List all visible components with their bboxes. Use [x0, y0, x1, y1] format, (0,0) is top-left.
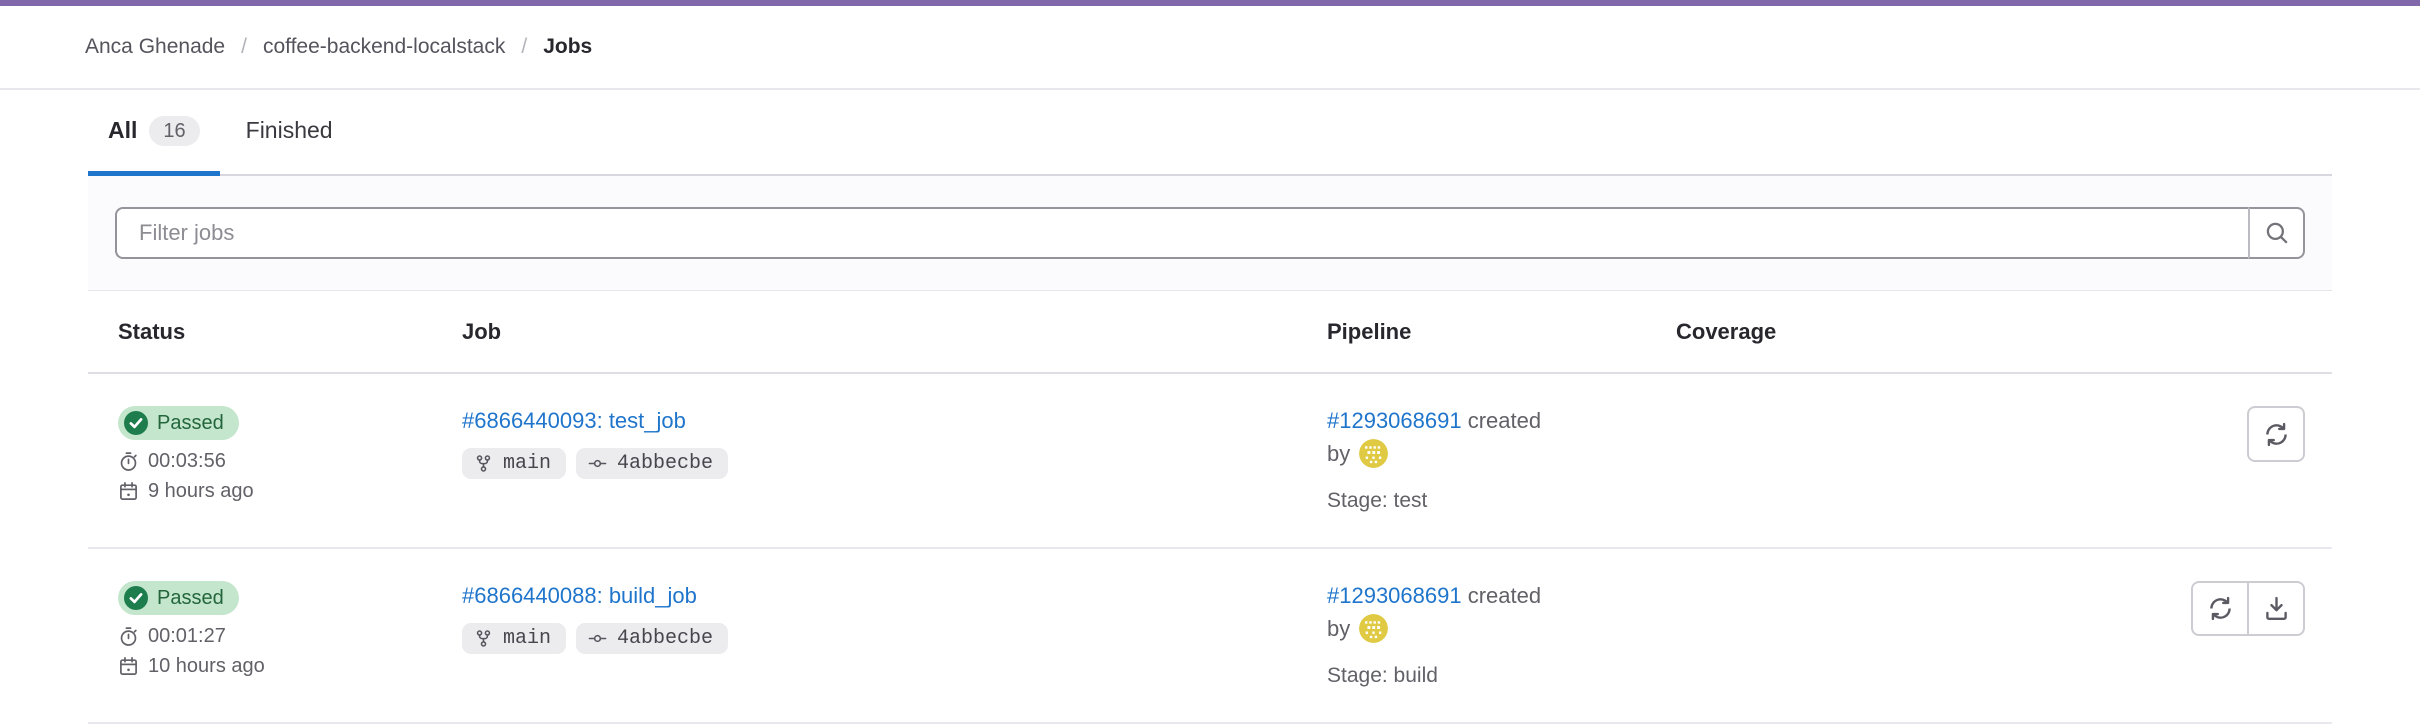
top-accent-bar [0, 0, 2420, 6]
timer-icon [120, 452, 137, 471]
commit-icon [588, 459, 607, 468]
commit-icon [588, 634, 607, 643]
tab-finished[interactable]: Finished [220, 90, 359, 176]
pipeline-stage: Stage: build [1327, 664, 1438, 687]
job-age: 9 hours ago [118, 480, 432, 503]
commit-sha: 4abbecbe [617, 452, 714, 475]
download-artifacts-button[interactable] [2248, 581, 2305, 636]
avatar[interactable] [1359, 614, 1389, 643]
jobs-table: Status Job Pipeline Coverage Passed [88, 291, 2332, 724]
timer-icon [120, 627, 137, 646]
retry-icon [2265, 422, 2287, 446]
pipeline-cell: #1293068691 created by [1297, 581, 1646, 688]
tab-all[interactable]: All 16 [88, 90, 220, 176]
breadcrumb-separator: / [521, 35, 528, 58]
search-icon [2266, 222, 2287, 244]
status-cell: Passed 00:01:27 [88, 581, 432, 688]
pipeline-link[interactable]: #1293068691 [1327, 408, 1462, 433]
status-label: Passed [157, 586, 224, 609]
job-row: Passed 00:03:56 [88, 374, 2332, 549]
jobs-page-content: All 16 Finished Status Job Pipeline Cove… [88, 90, 2332, 724]
pipeline-by-text: by [1327, 615, 1351, 641]
pipeline-created-text: created [1467, 408, 1542, 433]
search-button[interactable] [2248, 207, 2305, 259]
branch-name: main [503, 627, 552, 650]
job-link[interactable]: #6866440093: test_job [462, 408, 686, 433]
commit-sha-badge[interactable]: 4abbecbe [576, 623, 729, 654]
filter-search-box [115, 207, 2305, 259]
download-icon [2265, 596, 2287, 620]
avatar-identicon [1359, 614, 1389, 643]
column-header-status: Status [118, 318, 186, 344]
branch-ref-badge[interactable]: main [462, 448, 567, 479]
tab-all-count-badge: 16 [149, 115, 200, 146]
commit-sha: 4abbecbe [617, 627, 714, 650]
pipeline-link[interactable]: #1293068691 [1327, 583, 1462, 608]
calendar-icon [120, 481, 137, 500]
commit-sha-badge[interactable]: 4abbecbe [576, 448, 729, 479]
job-age: 10 hours ago [118, 655, 432, 678]
breadcrumb-user-link[interactable]: Anca Ghenade [85, 35, 226, 58]
column-header-coverage: Coverage [1676, 318, 1777, 344]
column-header-job: Job [462, 318, 502, 344]
jobs-tabs: All 16 Finished [88, 90, 2332, 176]
breadcrumb: Anca Ghenade / coffee-backend-localstack… [85, 35, 592, 59]
tab-all-label: All [108, 117, 138, 143]
filter-panel [88, 176, 2332, 291]
check-circle-icon [124, 411, 148, 435]
retry-button[interactable] [2247, 406, 2305, 462]
pipeline-created-text: created [1467, 583, 1542, 608]
branch-ref-badge[interactable]: main [462, 623, 567, 654]
pipeline-by-text: by [1327, 440, 1351, 466]
calendar-icon [120, 656, 137, 675]
actions-button-group [2191, 581, 2305, 636]
breadcrumb-current-page: Jobs [543, 35, 593, 58]
pipeline-cell: #1293068691 created by [1297, 406, 1646, 513]
branch-icon [476, 455, 491, 472]
job-refs: main 4abbecbe [462, 623, 1297, 654]
status-label: Passed [157, 411, 224, 434]
retry-button[interactable] [2191, 581, 2248, 636]
tab-finished-label: Finished [245, 117, 333, 143]
job-link[interactable]: #6866440088: build_job [462, 583, 697, 608]
job-row: Passed 00:01:27 [88, 549, 2332, 724]
coverage-cell [1646, 581, 1876, 688]
pipeline-stage: Stage: test [1327, 489, 1428, 512]
avatar-identicon [1359, 439, 1389, 468]
actions-cell [1876, 406, 2332, 513]
job-cell: #6866440088: build_job main [432, 581, 1297, 688]
job-duration: 00:01:27 [118, 625, 432, 648]
check-circle-icon [124, 586, 148, 610]
column-header-pipeline: Pipeline [1327, 318, 1412, 344]
branch-icon [476, 630, 491, 647]
job-refs: main 4abbecbe [462, 448, 1297, 479]
breadcrumb-project-link[interactable]: coffee-backend-localstack [262, 35, 506, 58]
coverage-cell [1646, 406, 1876, 513]
status-badge-passed[interactable]: Passed [118, 581, 239, 615]
status-badge-passed[interactable]: Passed [118, 406, 239, 440]
status-cell: Passed 00:03:56 [88, 406, 432, 513]
breadcrumb-separator: / [241, 35, 247, 58]
table-header-row: Status Job Pipeline Coverage [88, 291, 2332, 374]
job-duration: 00:03:56 [118, 450, 432, 473]
breadcrumb-bar: Anca Ghenade / coffee-backend-localstack… [0, 6, 2420, 90]
actions-cell [1876, 581, 2332, 688]
avatar[interactable] [1359, 439, 1389, 468]
filter-jobs-input[interactable] [115, 207, 2248, 259]
job-cell: #6866440093: test_job main [432, 406, 1297, 513]
retry-icon [2209, 596, 2231, 621]
branch-name: main [503, 452, 552, 475]
